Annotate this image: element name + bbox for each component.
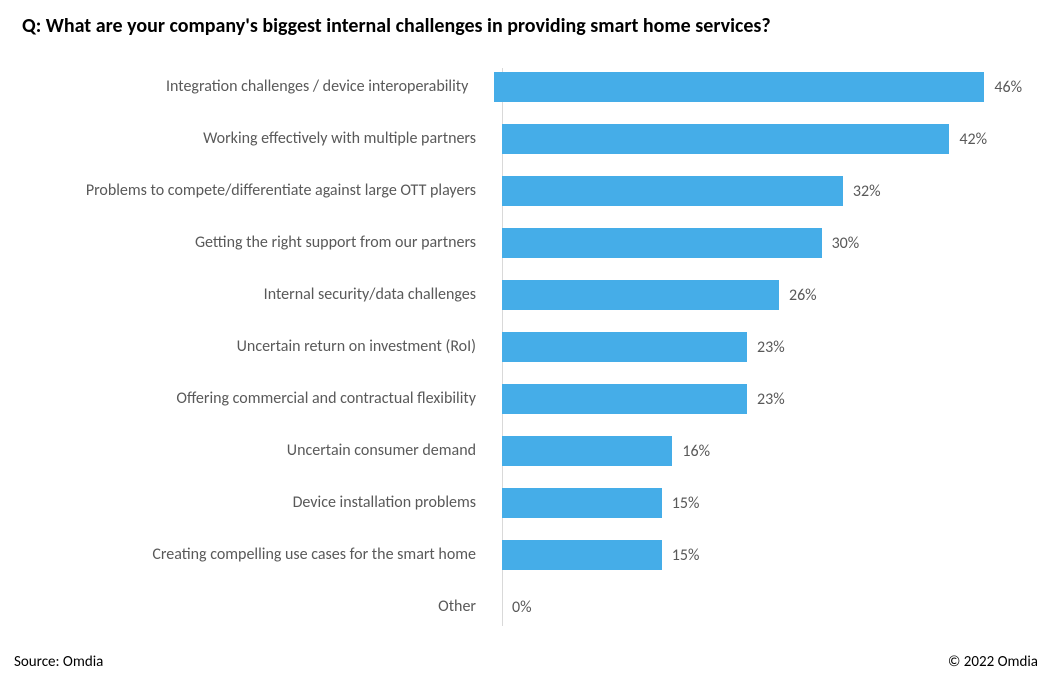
bar-row: Working effectively with multiple partne… <box>22 120 1022 158</box>
value-label: 23% <box>757 338 785 357</box>
bar <box>494 72 984 102</box>
bar-row: Device installation problems 15% <box>22 484 1022 522</box>
value-label: 46% <box>994 78 1022 97</box>
bar-area: 32% <box>502 172 1022 210</box>
bar <box>502 488 662 518</box>
category-label: Offering commercial and contractual flex… <box>22 390 492 408</box>
bar-area: 15% <box>502 536 1022 574</box>
axis-spacer <box>492 120 502 158</box>
bar-row: Getting the right support from our partn… <box>22 224 1022 262</box>
category-label: Integration challenges / device interope… <box>22 78 484 96</box>
bar <box>502 384 747 414</box>
value-label: 15% <box>672 494 700 513</box>
chart-footer: Source: Omdia © 2022 Omdia <box>0 653 1052 671</box>
bar-area: 26% <box>502 276 1022 314</box>
bar-row: Integration challenges / device interope… <box>22 68 1022 106</box>
category-label: Other <box>22 598 492 616</box>
axis-spacer <box>492 172 502 210</box>
axis-spacer <box>492 380 502 418</box>
chart-title: Q: What are your company's biggest inter… <box>22 14 1030 38</box>
category-label: Working effectively with multiple partne… <box>22 130 492 148</box>
category-label: Problems to compete/differentiate agains… <box>22 182 492 200</box>
axis-spacer <box>492 536 502 574</box>
bar-row: Offering commercial and contractual flex… <box>22 380 1022 418</box>
bar <box>502 332 747 362</box>
category-label: Getting the right support from our partn… <box>22 234 492 252</box>
source-label: Source: Omdia <box>14 653 103 671</box>
bar-area: 15% <box>502 484 1022 522</box>
bar-area: 16% <box>502 432 1022 470</box>
copyright-label: © 2022 Omdia <box>948 653 1038 671</box>
axis-spacer <box>492 328 502 366</box>
bar <box>502 436 672 466</box>
value-label: 32% <box>853 182 881 201</box>
axis-spacer <box>492 484 502 522</box>
category-label: Uncertain consumer demand <box>22 442 492 460</box>
axis-spacer <box>484 68 494 106</box>
horizontal-bar-chart: Integration challenges / device interope… <box>22 68 1022 626</box>
bar <box>502 540 662 570</box>
bar-row: Uncertain consumer demand 16% <box>22 432 1022 470</box>
bar-area: 46% <box>494 68 1022 106</box>
value-label: 0% <box>512 598 532 617</box>
bar-row: Creating compelling use cases for the sm… <box>22 536 1022 574</box>
value-label: 30% <box>832 234 860 253</box>
category-label: Internal security/data challenges <box>22 286 492 304</box>
bar-row: Internal security/data challenges 26% <box>22 276 1022 314</box>
bar-area: 23% <box>502 380 1022 418</box>
bar-row: Problems to compete/differentiate agains… <box>22 172 1022 210</box>
value-label: 23% <box>757 390 785 409</box>
axis-spacer <box>492 432 502 470</box>
chart-page: Q: What are your company's biggest inter… <box>0 0 1052 685</box>
axis-spacer <box>492 224 502 262</box>
value-label: 15% <box>672 546 700 565</box>
category-label: Creating compelling use cases for the sm… <box>22 546 492 564</box>
bar-area: 23% <box>502 328 1022 366</box>
bar-area: 30% <box>502 224 1022 262</box>
axis-spacer <box>492 276 502 314</box>
value-label: 26% <box>789 286 817 305</box>
category-label: Device installation problems <box>22 494 492 512</box>
category-label: Uncertain return on investment (RoI) <box>22 338 492 356</box>
bar <box>502 228 822 258</box>
bar-area: 42% <box>502 120 1022 158</box>
bar-row: Other 0% <box>22 588 1022 626</box>
axis-spacer <box>492 588 502 626</box>
bar <box>502 176 843 206</box>
bar-area: 0% <box>502 588 1022 626</box>
bar <box>502 124 949 154</box>
value-label: 42% <box>959 130 987 149</box>
value-label: 16% <box>682 442 710 461</box>
bar-row: Uncertain return on investment (RoI) 23% <box>22 328 1022 366</box>
bar <box>502 280 779 310</box>
